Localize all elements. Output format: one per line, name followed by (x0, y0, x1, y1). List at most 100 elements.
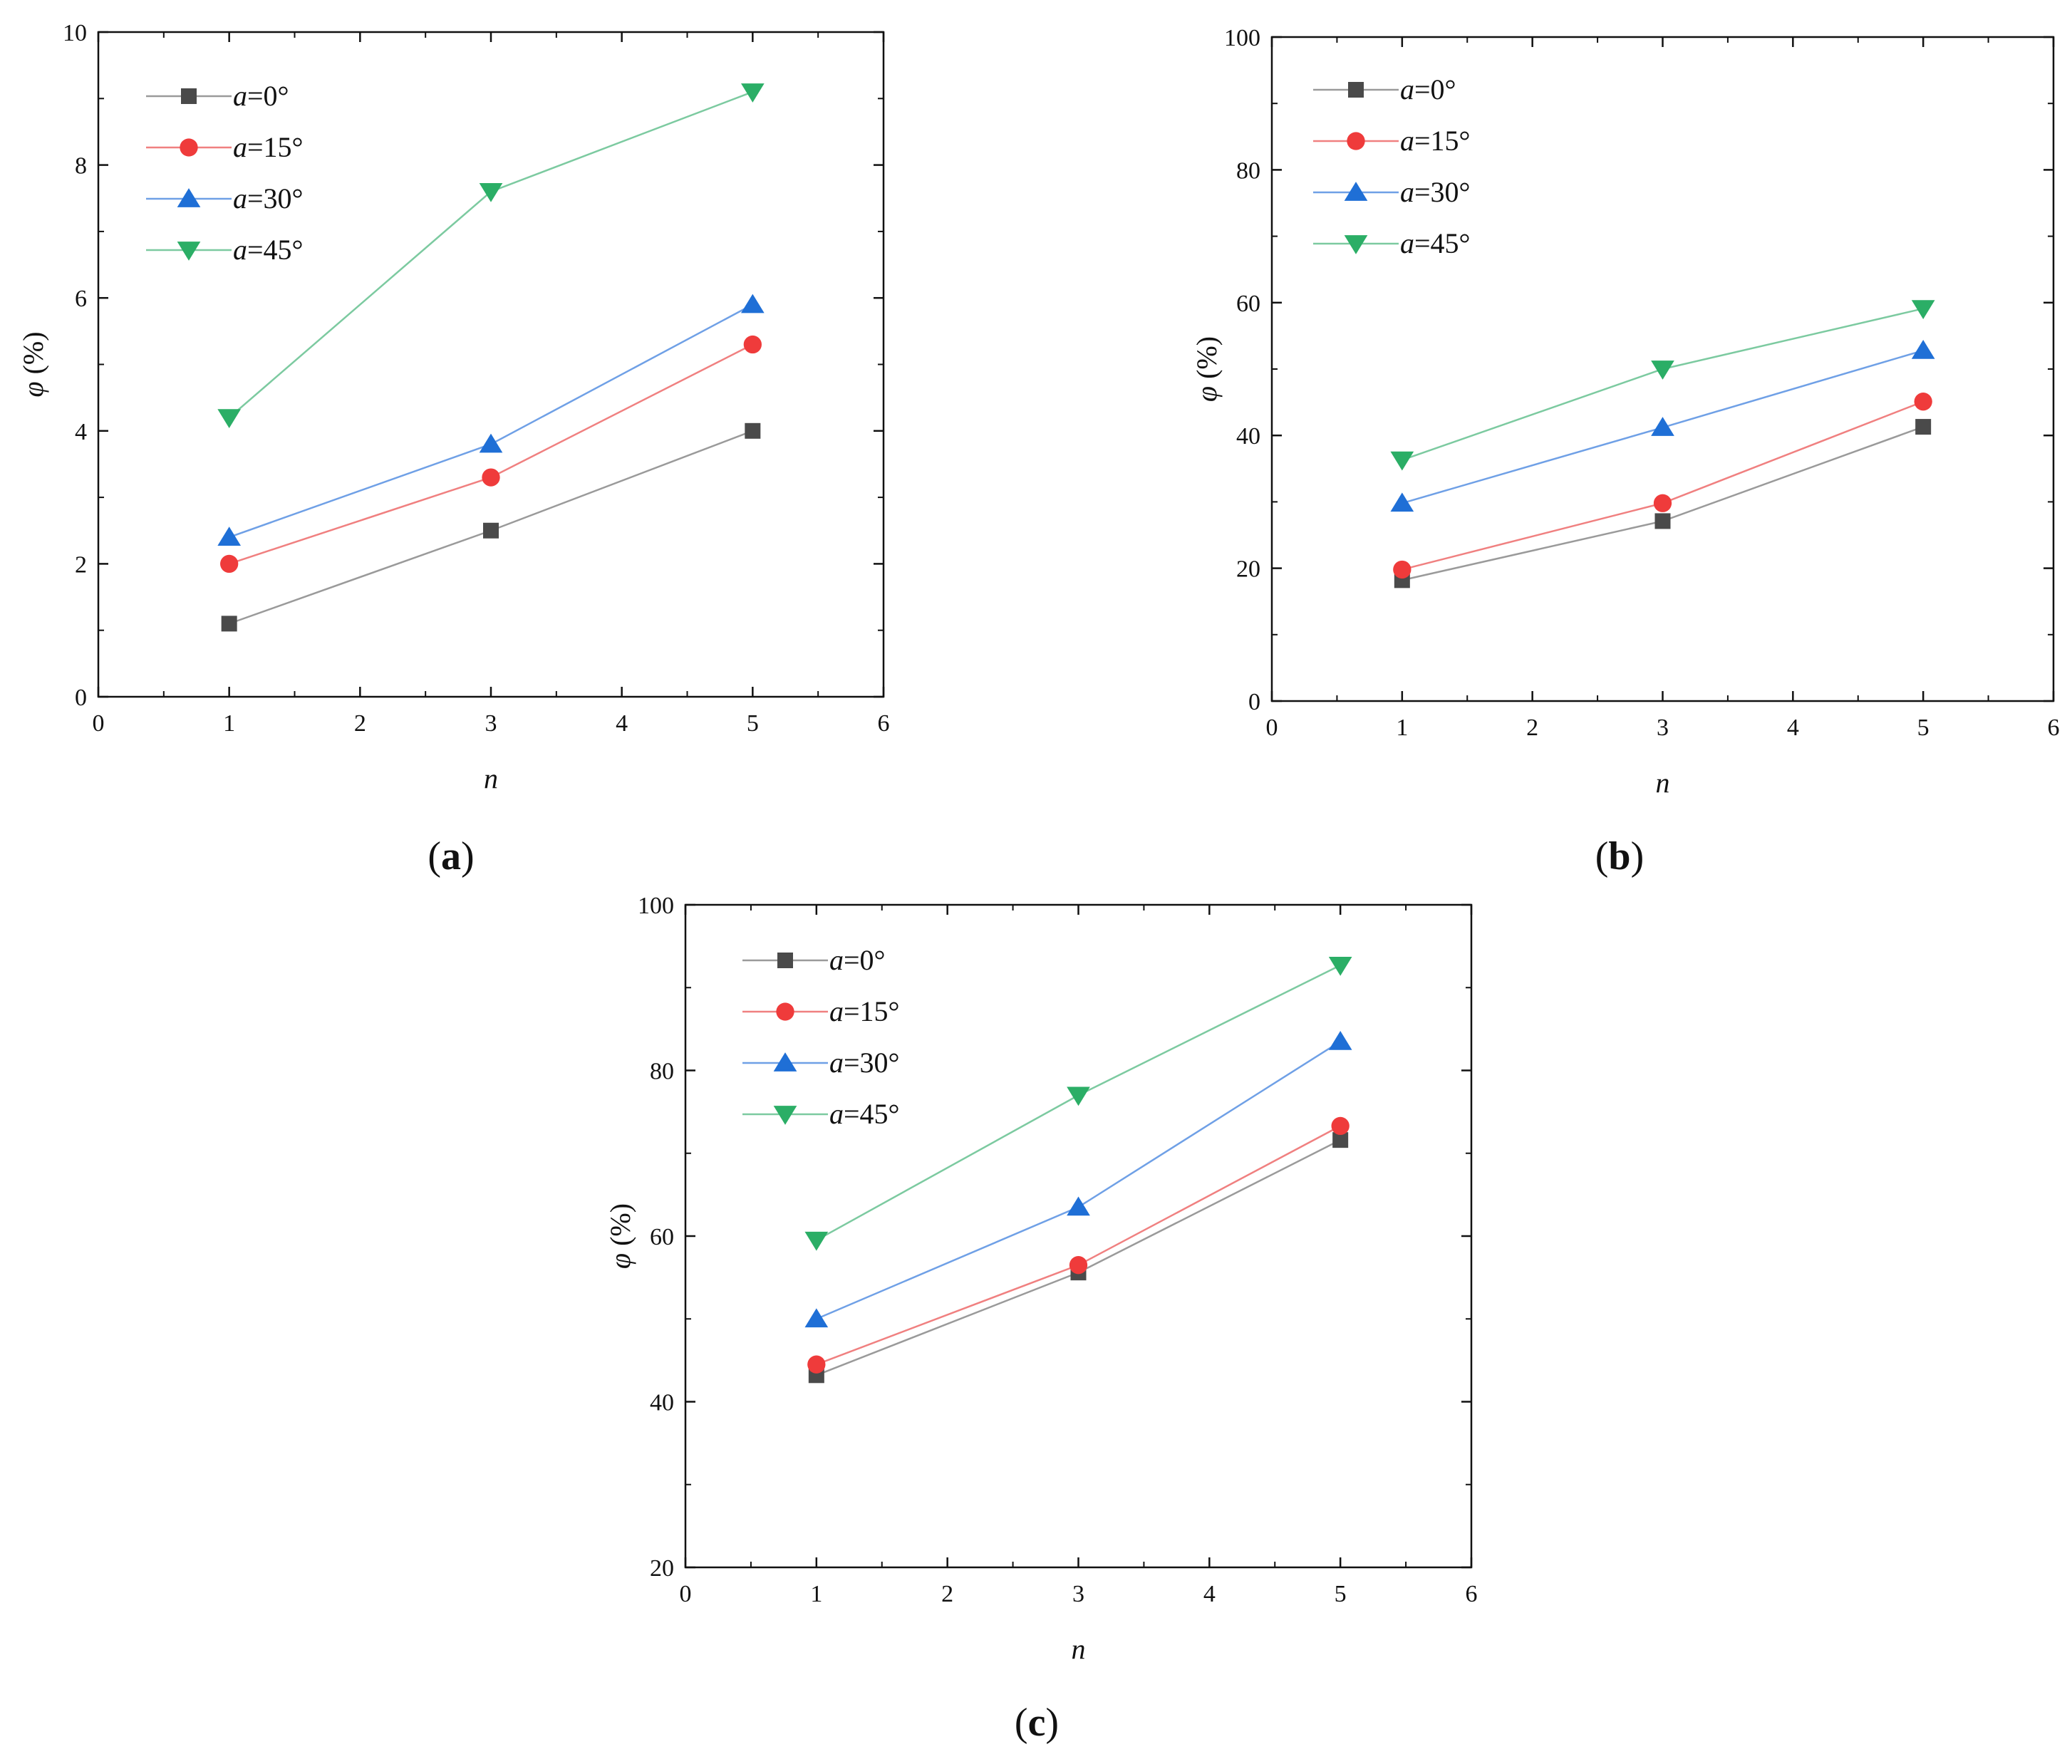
panel-label: (b) (1595, 834, 1644, 878)
y-axis-unit: (%) (604, 1203, 636, 1246)
y-axis-symbol: φ (1191, 379, 1223, 402)
y-axis-unit: (%) (1191, 336, 1223, 379)
panel-label-letter: a (441, 834, 461, 878)
legend-label: a=45° (233, 234, 304, 266)
legend-marker (1348, 82, 1364, 98)
legend-val: =45° (247, 234, 304, 266)
plot-frame (97, 31, 885, 698)
legend-marker (181, 88, 197, 104)
legend-label: a=15° (233, 131, 304, 163)
legend-label: a=30° (233, 182, 304, 214)
y-tick-label: 8 (75, 153, 87, 180)
legend-label: a=0° (1400, 73, 1456, 105)
panel-label-close: ) (1045, 1701, 1059, 1745)
y-tick-label: 2 (75, 551, 87, 578)
data-point-s1-p0 (220, 554, 239, 574)
data-point-s2-p1 (479, 433, 503, 453)
data-point-s3-p1 (1067, 1086, 1090, 1106)
data-point-s3-p2 (1328, 956, 1352, 976)
legend-var: a (829, 1047, 844, 1079)
x-tick-label: 0 (680, 1581, 692, 1607)
x-tick-label: 2 (1526, 715, 1538, 741)
legend-marker (773, 1052, 797, 1072)
data-point-s1-p1 (1069, 1256, 1088, 1275)
x-tick-label: 3 (1657, 715, 1669, 741)
legend-var: a (829, 944, 844, 976)
data-point-s3-p0 (804, 1231, 829, 1251)
y-tick-label: 60 (1236, 291, 1260, 317)
y-tick-label: 10 (63, 20, 87, 46)
x-tick-label: 1 (810, 1581, 822, 1607)
legend-val: =0° (1414, 73, 1456, 105)
y-axis-symbol: φ (17, 374, 49, 397)
legend-var: a (1400, 125, 1414, 157)
x-tick-label: 3 (1072, 1581, 1084, 1607)
legend-val: =30° (844, 1047, 900, 1079)
legend-marker (773, 1106, 797, 1125)
series-line-3 (228, 90, 753, 419)
data-point-s0-p2 (1332, 1132, 1349, 1148)
legend-val: =0° (247, 80, 289, 112)
legend-marker (1347, 132, 1365, 150)
data-point-s3-p1 (479, 183, 503, 202)
legend-var: a (233, 131, 247, 163)
panel-label-letter: c (1028, 1701, 1046, 1745)
data-point-s1-p1 (482, 468, 500, 487)
x-tick-label: 6 (1466, 1581, 1478, 1607)
panel-label: (a) (428, 834, 474, 878)
legend-var: a (829, 995, 844, 1027)
legend-label: a=15° (1400, 125, 1471, 157)
panel-label: (c) (1015, 1701, 1059, 1745)
legend-marker (180, 138, 198, 157)
plot-frame (684, 903, 1473, 1569)
legend-label: a=45° (1400, 227, 1471, 259)
legend-label: a=30° (1400, 176, 1471, 208)
data-point-s2-p1 (1651, 417, 1674, 436)
x-tick-label: 0 (93, 710, 105, 737)
x-tick-label: 6 (2048, 715, 2060, 741)
x-tick-label: 0 (1266, 715, 1278, 741)
x-tick-label: 6 (878, 710, 890, 737)
data-point-s2-p1 (1067, 1196, 1090, 1216)
y-tick-label: 20 (1236, 556, 1260, 583)
data-point-s2-p0 (217, 526, 242, 546)
legend-label: a=30° (829, 1047, 900, 1079)
legend-marker (177, 188, 201, 207)
data-point-s2-p0 (1390, 492, 1414, 512)
legend-var: a (233, 182, 247, 214)
legend-val: =30° (247, 182, 304, 214)
legend-val: =0° (844, 944, 886, 976)
y-tick-label: 0 (1248, 689, 1260, 715)
data-point-s1-p2 (1331, 1116, 1350, 1136)
x-axis-title: n (484, 762, 498, 794)
legend-marker (777, 953, 793, 968)
x-tick-label: 2 (354, 710, 366, 737)
y-tick-label: 4 (75, 419, 87, 445)
legend-var: a (829, 1098, 844, 1130)
legend-var: a (233, 80, 247, 112)
legend-marker (177, 242, 201, 261)
y-tick-label: 40 (650, 1390, 674, 1416)
y-tick-label: 60 (650, 1224, 674, 1250)
data-point-s1-p1 (1653, 494, 1672, 512)
x-axis-title: n (1656, 767, 1670, 799)
series-line-1 (816, 1125, 1341, 1366)
legend-val: =45° (844, 1098, 900, 1130)
series-line-2 (229, 303, 753, 539)
y-tick-label: 100 (1224, 25, 1260, 51)
legend-marker (776, 1002, 794, 1021)
data-point-s1-p2 (1914, 393, 1932, 411)
legend-val: =45° (1414, 227, 1471, 259)
legend-marker (1344, 235, 1368, 254)
data-point-s3-p0 (1390, 451, 1414, 471)
data-point-s3-p0 (217, 409, 242, 428)
data-point-s2-p2 (1911, 340, 1935, 359)
x-tick-label: 3 (485, 710, 497, 737)
data-point-s0-p2 (1915, 419, 1932, 435)
data-point-s3-p1 (1651, 360, 1674, 380)
x-tick-label: 4 (1203, 1581, 1216, 1607)
panel-label-letter: b (1608, 834, 1630, 878)
y-axis-unit: (%) (17, 331, 49, 374)
